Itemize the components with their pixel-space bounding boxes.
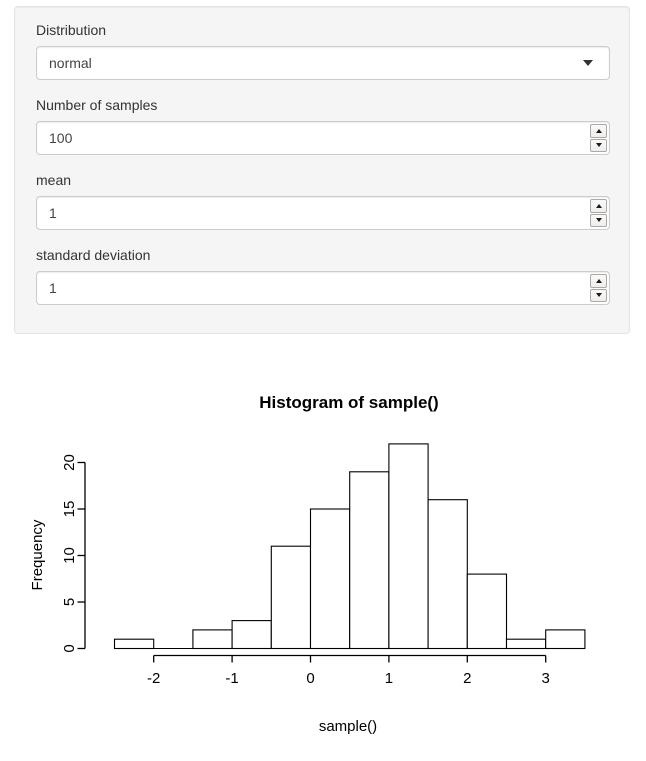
histogram-bar: [427, 499, 468, 650]
y-tick-label: 0: [61, 644, 78, 652]
mean-label: mean: [36, 172, 72, 188]
x-tick-label: 0: [306, 670, 314, 687]
x-tick-label: 1: [385, 670, 393, 687]
samples-input[interactable]: 100: [36, 121, 610, 155]
spinner-down-button[interactable]: [590, 213, 607, 227]
mean-input[interactable]: 1: [36, 196, 610, 230]
histogram-bar: [309, 508, 351, 650]
spinner-up-icon: [595, 203, 602, 208]
chart-title: Histogram of sample(): [259, 393, 438, 412]
y-tick-label: 5: [61, 598, 78, 606]
y-axis-title: Frequency: [29, 519, 46, 590]
distribution-select-value: normal: [49, 55, 92, 71]
histogram-panel: -2 -1 0 1 2 3 0 5 10 15 20 Histogram of sample() sam…: [0, 370, 646, 756]
spinner-up-button[interactable]: [590, 274, 607, 288]
histogram-bar: [192, 629, 233, 650]
form-group-sd: standard deviation 1: [36, 247, 610, 305]
mean-input-value: 1: [49, 205, 57, 221]
distribution-label: Distribution: [36, 22, 107, 38]
spinner-down-icon: [595, 143, 602, 148]
histogram-bar: [270, 545, 312, 650]
histogram-plot: -2 -1 0 1 2 3 0 5 10 15 20 Histogram of sample() sam…: [29, 393, 586, 735]
spinner-up-button[interactable]: [590, 199, 607, 213]
spinner-up-button[interactable]: [590, 124, 607, 138]
sd-input[interactable]: 1: [36, 271, 610, 305]
mean-spinner: [589, 198, 608, 228]
y-tick-label: 15: [61, 501, 78, 518]
spinner-down-icon: [595, 218, 602, 223]
samples-spinner: [589, 123, 608, 153]
spinner-down-button[interactable]: [590, 288, 607, 302]
sd-label: standard deviation: [36, 247, 151, 263]
dropdown-caret-icon: [583, 60, 593, 66]
sd-input-value: 1: [49, 280, 57, 296]
form-group-distribution: Distribution normal: [36, 22, 610, 80]
samples-label: Number of samples: [36, 97, 158, 113]
spinner-down-icon: [595, 293, 602, 298]
histogram-bar: [466, 573, 508, 650]
sd-spinner: [589, 273, 608, 303]
spinner-down-button[interactable]: [590, 138, 607, 152]
histogram-bar: [231, 620, 272, 650]
y-tick-label: 10: [61, 547, 78, 564]
form-group-samples: Number of samples 100: [36, 97, 610, 155]
form-group-mean: mean 1: [36, 172, 610, 230]
x-tick-label: -1: [225, 670, 238, 687]
y-tick-label: 20: [61, 454, 78, 471]
controls-panel: Distribution normal Number of samples 10…: [14, 6, 630, 334]
samples-input-value: 100: [49, 130, 73, 146]
x-tick-label: -2: [147, 670, 160, 687]
distribution-select[interactable]: normal: [36, 46, 610, 80]
spinner-up-icon: [595, 278, 602, 283]
histogram-bar: [545, 629, 586, 650]
histogram-bar: [349, 471, 390, 650]
histogram-bar: [505, 638, 547, 650]
x-tick-label: 3: [542, 670, 550, 687]
x-axis-title: sample(): [319, 718, 377, 735]
x-tick-label: 2: [463, 670, 471, 687]
histogram-bar: [388, 443, 429, 650]
histogram-bar: [113, 638, 155, 650]
spinner-up-icon: [595, 128, 602, 133]
